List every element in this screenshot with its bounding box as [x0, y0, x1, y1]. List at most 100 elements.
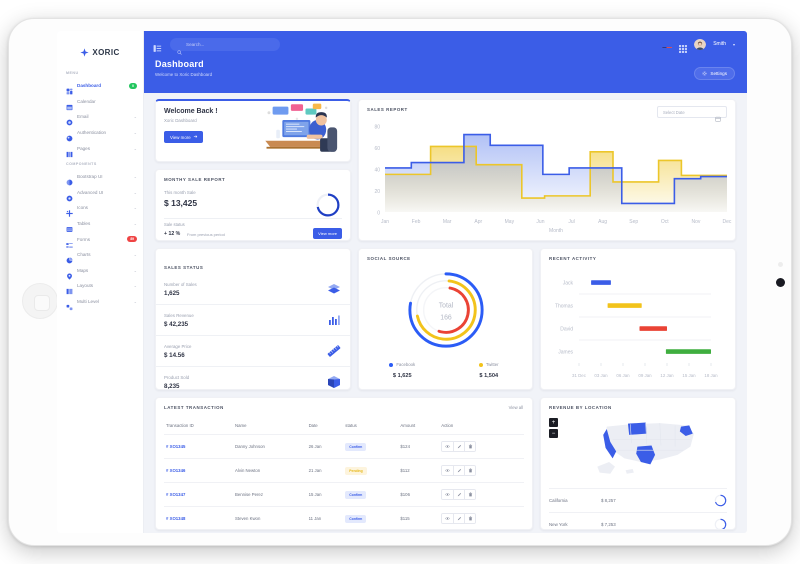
- transaction-amount: $124: [398, 434, 440, 459]
- transaction-id[interactable]: # XO1345: [166, 444, 186, 449]
- transaction-id[interactable]: # XO1347: [166, 492, 186, 497]
- location-row-0: California $ 8,257: [549, 488, 727, 512]
- sidebar-item-email[interactable]: Email ⌄: [57, 109, 143, 126]
- social-legend-value: $ 1,504: [479, 373, 499, 379]
- us-map[interactable]: [589, 416, 707, 482]
- eye-action-button[interactable]: [442, 466, 454, 475]
- trash-action-button[interactable]: [464, 442, 476, 451]
- svg-text:James: James: [558, 350, 573, 356]
- sidebar-item-maps[interactable]: Maps ⌄: [57, 263, 143, 280]
- svg-text:Jun: Jun: [536, 219, 544, 225]
- search-icon: [177, 42, 182, 55]
- pencil-action-button[interactable]: [453, 442, 465, 451]
- trash-action-button[interactable]: [464, 514, 476, 523]
- eye-action-button[interactable]: [442, 442, 454, 451]
- sidebar-item-dashboard[interactable]: Dashboard 0: [57, 78, 143, 95]
- apps-grid-icon[interactable]: [679, 40, 688, 53]
- chevron-down-icon[interactable]: ⌄: [133, 221, 137, 227]
- user-name[interactable]: Smith: [713, 41, 726, 47]
- social-total-label: Total: [438, 302, 453, 309]
- chevron-down-icon[interactable]: ⌄: [133, 299, 137, 305]
- chevron-down-icon[interactable]: ⌄: [133, 283, 137, 289]
- charts-icon: [66, 251, 73, 264]
- svg-text:Sep: Sep: [629, 219, 638, 225]
- welcome-view-more-button[interactable]: View more ➔: [164, 131, 204, 143]
- sidebar-item-layouts[interactable]: Layouts ⌄: [57, 278, 143, 295]
- sidebar-item-forms[interactable]: Forms 89: [57, 231, 143, 248]
- table-row[interactable]: # XO1348 Steven Kwon 11 Jan Confirm $115: [164, 506, 524, 529]
- bootstrap-icon: [66, 173, 73, 186]
- chevron-down-icon[interactable]: ⌄: [133, 252, 137, 258]
- sensor-dot: [778, 262, 783, 267]
- chevron-down-icon[interactable]: ⌄: [133, 174, 137, 180]
- sidebar-item-bootstrap-ui[interactable]: Bootstrap UI ⌄: [57, 169, 143, 186]
- sidebar-item-pages[interactable]: Pages ⌄: [57, 140, 143, 157]
- sidebar-item-label: Icons: [77, 205, 88, 211]
- xoric-logo-icon: [80, 47, 89, 57]
- transaction-date: 15 Jan: [306, 482, 344, 507]
- search-box[interactable]: [170, 37, 280, 55]
- sidebar-item-icons[interactable]: Icons ⌄: [57, 200, 143, 218]
- sidebar-item-multi-level[interactable]: Multi Level ⌄: [57, 294, 143, 311]
- table-row[interactable]: # XO1345 Danny Johnson 26 Jan Confirm $124: [164, 434, 524, 459]
- svg-text:Jan: Jan: [381, 219, 389, 225]
- menu-toggle-icon[interactable]: [153, 40, 162, 52]
- sales-status-label: Average Price: [164, 343, 192, 349]
- sidebar-item-calendar[interactable]: Calendar: [57, 94, 143, 111]
- avatar[interactable]: [694, 38, 707, 50]
- map-zoom-in-button[interactable]: +: [549, 418, 558, 427]
- transaction-table-header: Transaction ID Name Date status Amount Action: [164, 419, 524, 435]
- pencil-action-button[interactable]: [453, 514, 465, 523]
- sidebar-item-badge: 89: [127, 236, 137, 243]
- sidebar-item-charts[interactable]: Charts ⌄: [57, 247, 143, 264]
- chevron-down-icon[interactable]: ▾: [732, 41, 735, 47]
- chevron-down-icon[interactable]: ⌄: [133, 130, 137, 136]
- search-input[interactable]: [186, 41, 266, 47]
- sidebar-item-tables[interactable]: Tables ⌄: [57, 216, 143, 232]
- sidebar-item-authentication[interactable]: Authentication ⌄: [57, 125, 143, 142]
- pencil-action-button[interactable]: [453, 466, 465, 475]
- chevron-down-icon[interactable]: ⌄: [133, 189, 137, 195]
- map-zoom-out-button[interactable]: −: [549, 429, 558, 438]
- social-legend-item: Facebook $ 1,625: [359, 362, 446, 379]
- svg-text:15 Jan: 15 Jan: [682, 373, 696, 378]
- sidebar-item-label: Calendar: [77, 98, 96, 104]
- chevron-down-icon[interactable]: ⌄: [133, 205, 137, 211]
- trash-action-button[interactable]: [464, 490, 476, 499]
- social-legend-item: Twitter $ 1,504: [446, 362, 533, 379]
- welcome-card: Welcome Back ! Xoric Dashboard View more…: [155, 99, 351, 162]
- recent-activity-card: RECENT ACTIVITY Jack Thomas David James 31 D…: [540, 248, 736, 390]
- svg-text:Apr: Apr: [474, 219, 482, 225]
- transaction-column-header: Date: [308, 423, 318, 428]
- date-picker[interactable]: Select Date: [657, 106, 727, 122]
- dashboard-icon: [66, 82, 73, 95]
- eye-action-button[interactable]: [442, 514, 454, 523]
- monthly-view-more-button[interactable]: View more: [313, 228, 342, 239]
- language-flag-icon[interactable]: [662, 41, 673, 48]
- page-title: Dashboard: [155, 59, 204, 69]
- settings-button[interactable]: Settings: [694, 67, 735, 80]
- recent-activity-title: RECENT ACTIVITY: [549, 256, 597, 261]
- table-row[interactable]: # XO1347 Bennise Perez 15 Jan Confirm $106: [164, 482, 524, 507]
- pencil-action-button[interactable]: [453, 490, 465, 499]
- sidebar-item-advanced-ui[interactable]: Advanced UI ⌄: [57, 185, 143, 202]
- home-button[interactable]: [22, 283, 58, 319]
- svg-text:May: May: [505, 219, 515, 225]
- advanced-icon: [66, 189, 73, 202]
- revenue-by-location-card: REVENUE BY LOCATION + −: [540, 397, 736, 530]
- sales-status-row: Number of Sales 1,625: [156, 279, 350, 304]
- transaction-column-header: Transaction ID: [166, 423, 194, 428]
- chevron-down-icon[interactable]: ⌄: [133, 145, 137, 151]
- svg-text:Aug: Aug: [598, 219, 607, 225]
- transaction-id[interactable]: # XO1348: [166, 516, 186, 521]
- eye-action-button[interactable]: [442, 490, 454, 499]
- chevron-down-icon[interactable]: ⌄: [133, 114, 137, 120]
- view-all-link[interactable]: View all: [508, 405, 523, 410]
- transaction-id[interactable]: # XO1346: [166, 468, 186, 473]
- brand-logo[interactable]: XORIC: [57, 39, 143, 65]
- table-row[interactable]: # XO1346 Alvin Newton 21 Jan Pending $112: [164, 458, 524, 483]
- monthly-sale-card: MONTHY SALE REPORT This month Sale $ 13,…: [155, 169, 351, 241]
- social-source-title: SOCIAL SOURCE: [367, 256, 411, 261]
- chevron-down-icon[interactable]: ⌄: [133, 267, 137, 273]
- trash-action-button[interactable]: [464, 466, 476, 475]
